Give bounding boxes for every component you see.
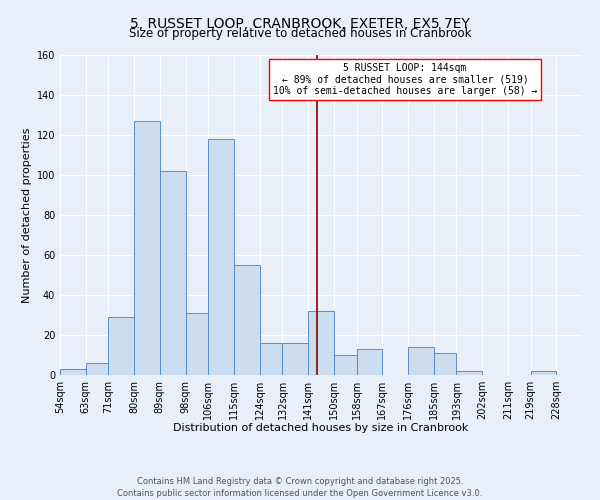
Bar <box>86 363 109 375</box>
Bar <box>434 353 457 375</box>
Bar <box>134 121 160 375</box>
Text: 5, RUSSET LOOP, CRANBROOK, EXETER, EX5 7EY: 5, RUSSET LOOP, CRANBROOK, EXETER, EX5 7… <box>130 18 470 32</box>
Bar <box>308 311 334 375</box>
Bar <box>260 343 283 375</box>
X-axis label: Distribution of detached houses by size in Cranbrook: Distribution of detached houses by size … <box>173 424 469 434</box>
Bar <box>408 347 434 375</box>
Text: 5 RUSSET LOOP: 144sqm
← 89% of detached houses are smaller (519)
10% of semi-det: 5 RUSSET LOOP: 144sqm ← 89% of detached … <box>273 63 538 96</box>
Bar <box>457 371 482 375</box>
Bar <box>356 349 382 375</box>
Bar <box>334 355 356 375</box>
Bar <box>185 313 208 375</box>
Bar <box>283 343 308 375</box>
Bar <box>530 371 556 375</box>
Bar <box>60 369 86 375</box>
Text: Size of property relative to detached houses in Cranbrook: Size of property relative to detached ho… <box>129 28 471 40</box>
Bar <box>160 171 185 375</box>
Y-axis label: Number of detached properties: Number of detached properties <box>22 128 32 302</box>
Bar <box>234 265 260 375</box>
Text: Contains HM Land Registry data © Crown copyright and database right 2025.
Contai: Contains HM Land Registry data © Crown c… <box>118 476 482 498</box>
Bar <box>208 139 234 375</box>
Bar <box>109 317 134 375</box>
